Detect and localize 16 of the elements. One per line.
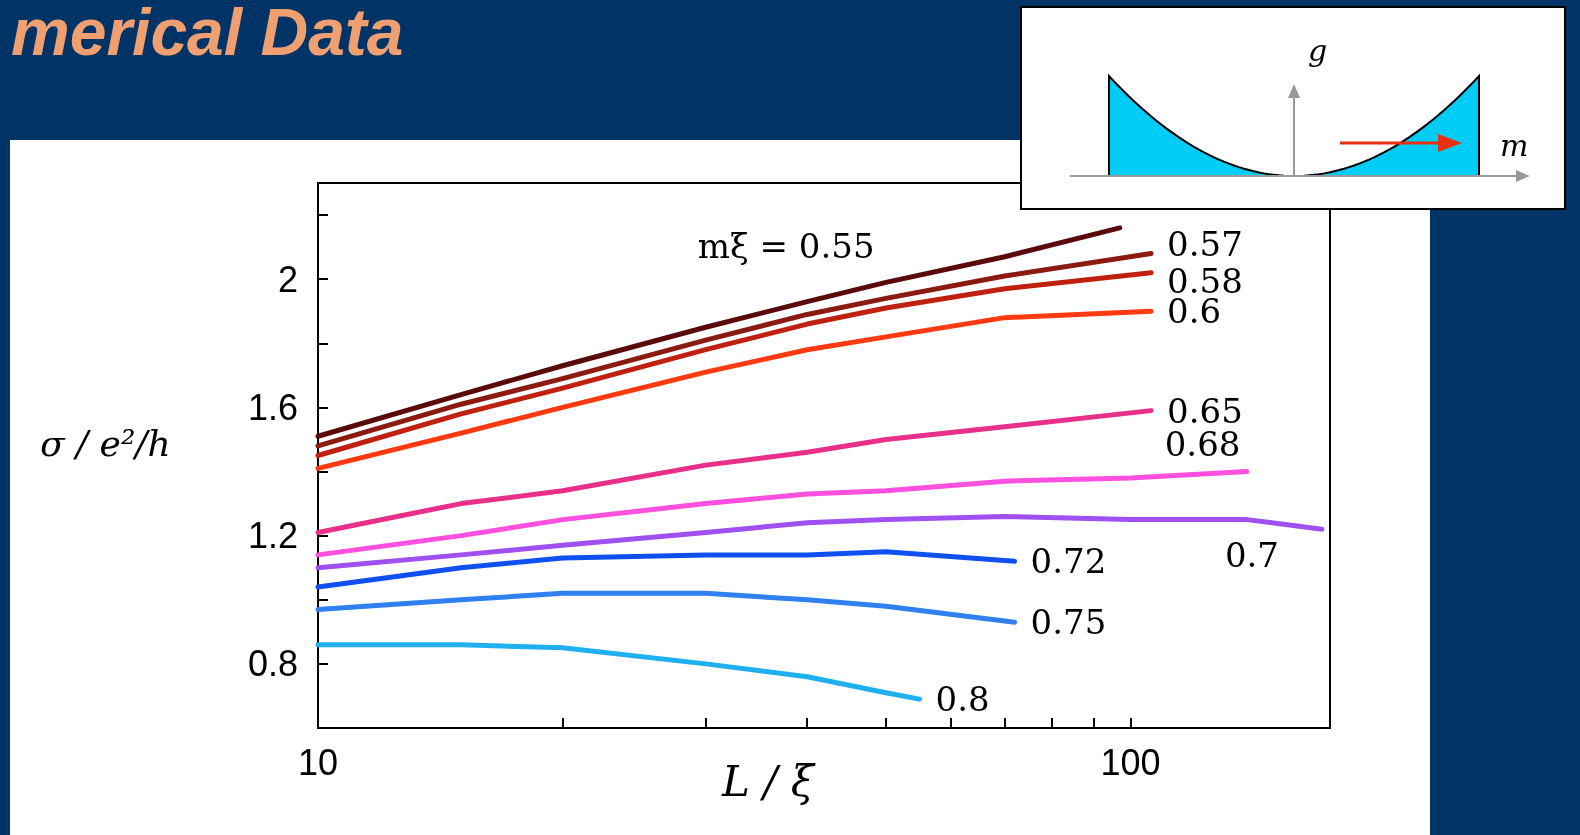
inset-diagram: g m	[1020, 6, 1566, 210]
series-label: 0.75	[1030, 602, 1107, 643]
x-tick-label: 100	[1100, 741, 1161, 783]
series-label: 0.7	[1224, 535, 1279, 576]
series-label: 0.72	[1030, 541, 1107, 582]
series-label: 0.57	[1167, 223, 1243, 264]
y-tick-label: 1.2	[247, 515, 298, 557]
x-tick-label: 10	[297, 741, 339, 783]
y-tick-label: 2	[277, 258, 298, 300]
series-label: mξ = 0.55	[697, 225, 875, 266]
y-tick-label: 1.6	[247, 386, 298, 428]
y-tick-label: 0.8	[247, 643, 298, 685]
series-label: 0.8	[935, 679, 990, 720]
y-axis-title: σ / e²/h	[40, 422, 171, 464]
x-axis-title: L / ξ	[721, 756, 816, 806]
chart-title: merical Data	[11, 0, 404, 69]
